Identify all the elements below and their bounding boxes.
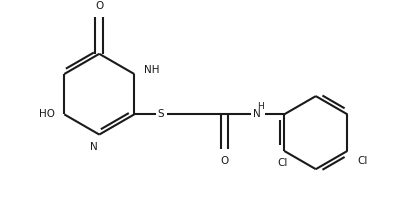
Text: HO: HO: [38, 109, 54, 119]
Text: NH: NH: [144, 65, 159, 75]
Text: O: O: [95, 1, 103, 10]
Text: Cl: Cl: [356, 156, 366, 166]
Text: Cl: Cl: [276, 158, 287, 168]
Text: N: N: [253, 109, 261, 119]
Text: O: O: [220, 156, 228, 166]
Text: N: N: [90, 142, 97, 152]
Text: S: S: [157, 109, 164, 119]
Text: H: H: [256, 103, 263, 111]
